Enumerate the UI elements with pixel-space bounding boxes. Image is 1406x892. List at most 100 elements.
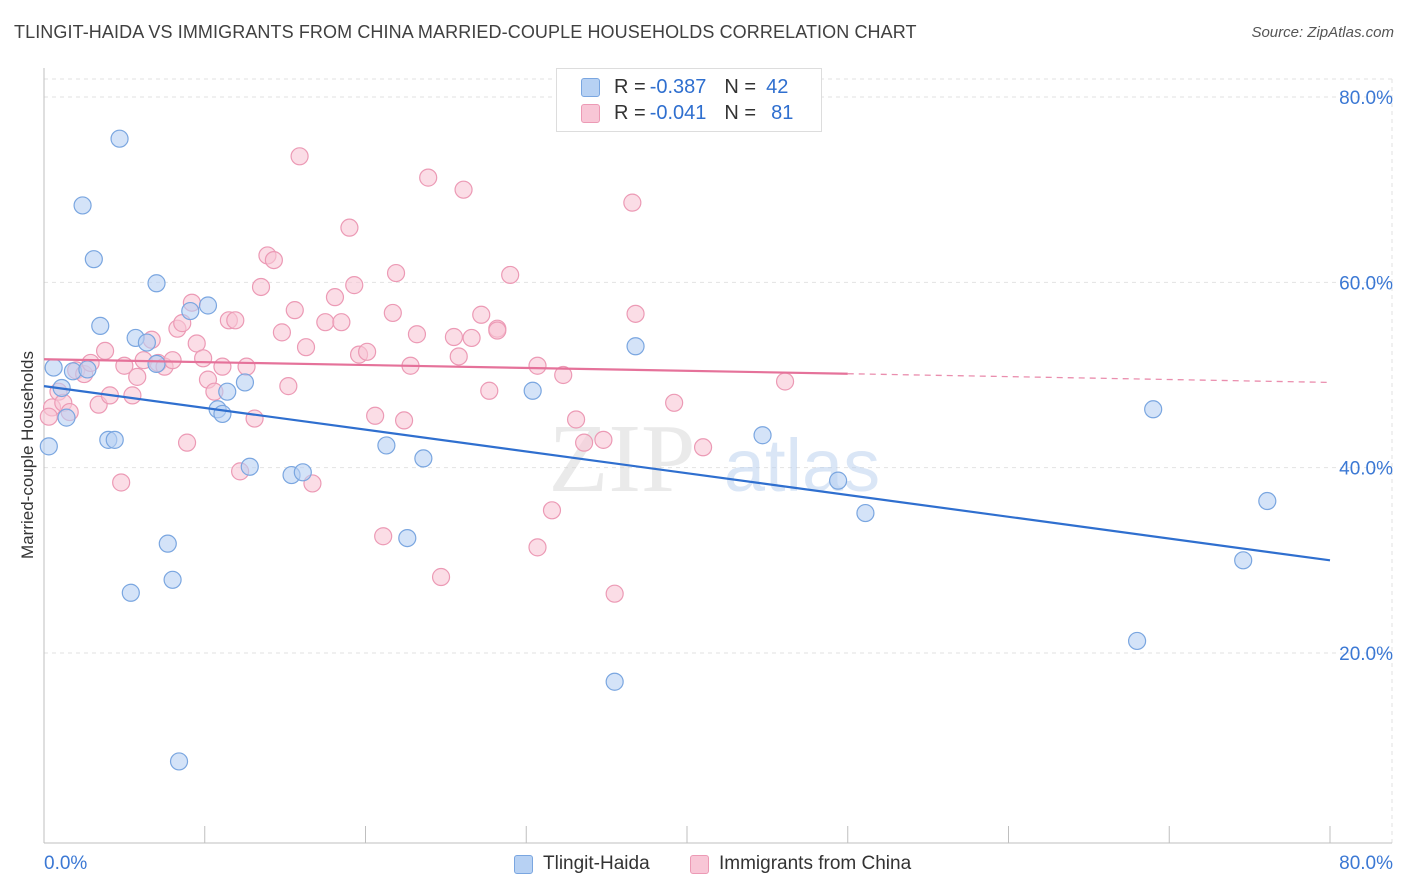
point-immigrants-from-china — [594, 430, 613, 449]
point-tlingit-haida — [181, 301, 200, 321]
point-immigrants-from-china — [566, 410, 586, 429]
point-tlingit-haida — [753, 426, 772, 445]
point-immigrants-from-china — [407, 325, 427, 344]
point-immigrants-from-china — [449, 347, 468, 366]
point-immigrants-from-china — [501, 265, 520, 285]
point-immigrants-from-china — [177, 433, 197, 452]
axes — [43, 68, 1392, 844]
legend-n-value: 42 — [766, 75, 789, 98]
point-tlingit-haida — [414, 449, 433, 468]
trend-line-tlingit-haida — [43, 385, 1331, 562]
point-immigrants-from-china — [123, 386, 142, 405]
point-tlingit-haida — [57, 408, 76, 427]
bottom-legend-swatch-tlingit-haida — [514, 854, 533, 874]
point-tlingit-haida — [78, 360, 97, 379]
x-tick-label: 80.0% — [1339, 853, 1393, 874]
point-tlingit-haida — [398, 528, 417, 548]
point-immigrants-from-china — [623, 193, 642, 212]
legend-r-value: -0.387 — [649, 75, 707, 98]
legend-n-label: N = — [724, 75, 757, 98]
point-immigrants-from-china — [194, 349, 213, 368]
point-tlingit-haida — [293, 463, 312, 482]
point-immigrants-from-china — [279, 377, 298, 396]
point-tlingit-haida — [91, 316, 110, 335]
point-tlingit-haida — [147, 274, 166, 293]
point-tlingit-haida — [856, 503, 875, 523]
point-immigrants-from-china — [366, 406, 385, 425]
y-tick-label: 60.0% — [1339, 273, 1393, 294]
point-tlingit-haida — [121, 583, 140, 602]
legend-row-tlingit-haida: R = -0.387 N = 42 — [581, 74, 788, 100]
point-tlingit-haida — [169, 752, 189, 771]
point-immigrants-from-china — [419, 168, 438, 187]
point-immigrants-from-china — [213, 357, 232, 376]
point-tlingit-haida — [235, 373, 255, 392]
point-tlingit-haida — [1258, 491, 1277, 511]
point-immigrants-from-china — [325, 288, 345, 307]
point-immigrants-from-china — [394, 411, 414, 430]
point-tlingit-haida — [626, 337, 645, 356]
point-immigrants-from-china — [480, 381, 499, 400]
tick-labels: 20.0% 40.0% 60.0% 80.0% 0.0% 80.0% — [44, 88, 1393, 874]
point-immigrants-from-china — [374, 527, 393, 546]
y-tick-label: 20.0% — [1339, 644, 1393, 665]
bottom-legend-label-tlingit-haida: Tlingit-Haida — [543, 853, 650, 874]
point-tlingit-haida — [105, 430, 124, 449]
point-tlingit-haida — [1144, 400, 1163, 419]
point-immigrants-from-china — [665, 393, 684, 412]
source-credit: Source: ZipAtlas.com — [1251, 24, 1394, 41]
point-tlingit-haida — [137, 333, 156, 352]
legend-r-value: -0.041 — [649, 101, 707, 124]
y-tick-label: 80.0% — [1339, 88, 1393, 109]
point-immigrants-from-china — [488, 321, 507, 340]
point-tlingit-haida — [605, 672, 624, 691]
point-immigrants-from-china — [226, 311, 245, 330]
watermark: ZIP atlas — [549, 405, 881, 513]
point-tlingit-haida — [198, 296, 218, 315]
point-tlingit-haida — [377, 436, 396, 455]
point-immigrants-from-china — [693, 438, 713, 457]
point-immigrants-from-china — [554, 365, 573, 385]
point-tlingit-haida — [147, 354, 166, 373]
point-immigrants-from-china — [462, 328, 481, 348]
point-immigrants-from-china — [528, 356, 547, 375]
point-tlingit-haida — [240, 457, 259, 476]
legend-r-label: R = — [614, 75, 646, 98]
legend-r-label: R = — [614, 101, 646, 124]
point-immigrants-from-china — [264, 250, 283, 270]
x-tick-label: 0.0% — [44, 853, 87, 874]
point-immigrants-from-china — [528, 538, 547, 557]
point-immigrants-from-china — [237, 357, 256, 376]
point-immigrants-from-china — [332, 313, 351, 332]
y-tick-label: 40.0% — [1339, 459, 1393, 480]
point-immigrants-from-china — [285, 301, 304, 320]
point-tlingit-haida — [110, 129, 129, 148]
legend-swatch-immigrants-from-china — [581, 103, 600, 123]
point-tlingit-haida — [163, 570, 182, 589]
watermark-atlas: atlas — [724, 424, 880, 507]
point-immigrants-from-china — [251, 277, 271, 297]
point-immigrants-from-china — [386, 263, 406, 283]
point-tlingit-haida — [523, 381, 542, 400]
trend-line-immigrants-from-china — [43, 358, 848, 375]
trend-line-immigrants-from-china-dashed — [847, 373, 1331, 384]
bottom-legend-label-immigrants-from-china: Immigrants from China — [719, 853, 912, 874]
point-immigrants-from-china — [39, 407, 58, 426]
point-immigrants-from-china — [340, 218, 359, 237]
stats-legend: R = -0.387 N = 42 R = -0.041 N = 81 — [556, 68, 822, 132]
point-immigrants-from-china — [358, 342, 377, 361]
point-immigrants-from-china — [383, 303, 402, 323]
point-tlingit-haida — [829, 471, 848, 490]
point-tlingit-haida — [1127, 631, 1147, 651]
point-tlingit-haida — [213, 404, 232, 424]
bottom-legend-tlingit-haida: Tlingit-Haida — [514, 851, 650, 877]
legend-swatch-tlingit-haida — [581, 77, 600, 97]
point-immigrants-from-china — [431, 567, 451, 587]
point-immigrants-from-china — [272, 323, 292, 342]
point-immigrants-from-china — [472, 305, 491, 324]
point-immigrants-from-china — [112, 473, 131, 492]
point-immigrants-from-china — [542, 501, 562, 520]
chart-title: TLINGIT-HAIDA VS IMMIGRANTS FROM CHINA M… — [14, 22, 917, 42]
legend-row-immigrants-from-china: R = -0.041 N = 81 — [581, 100, 793, 126]
